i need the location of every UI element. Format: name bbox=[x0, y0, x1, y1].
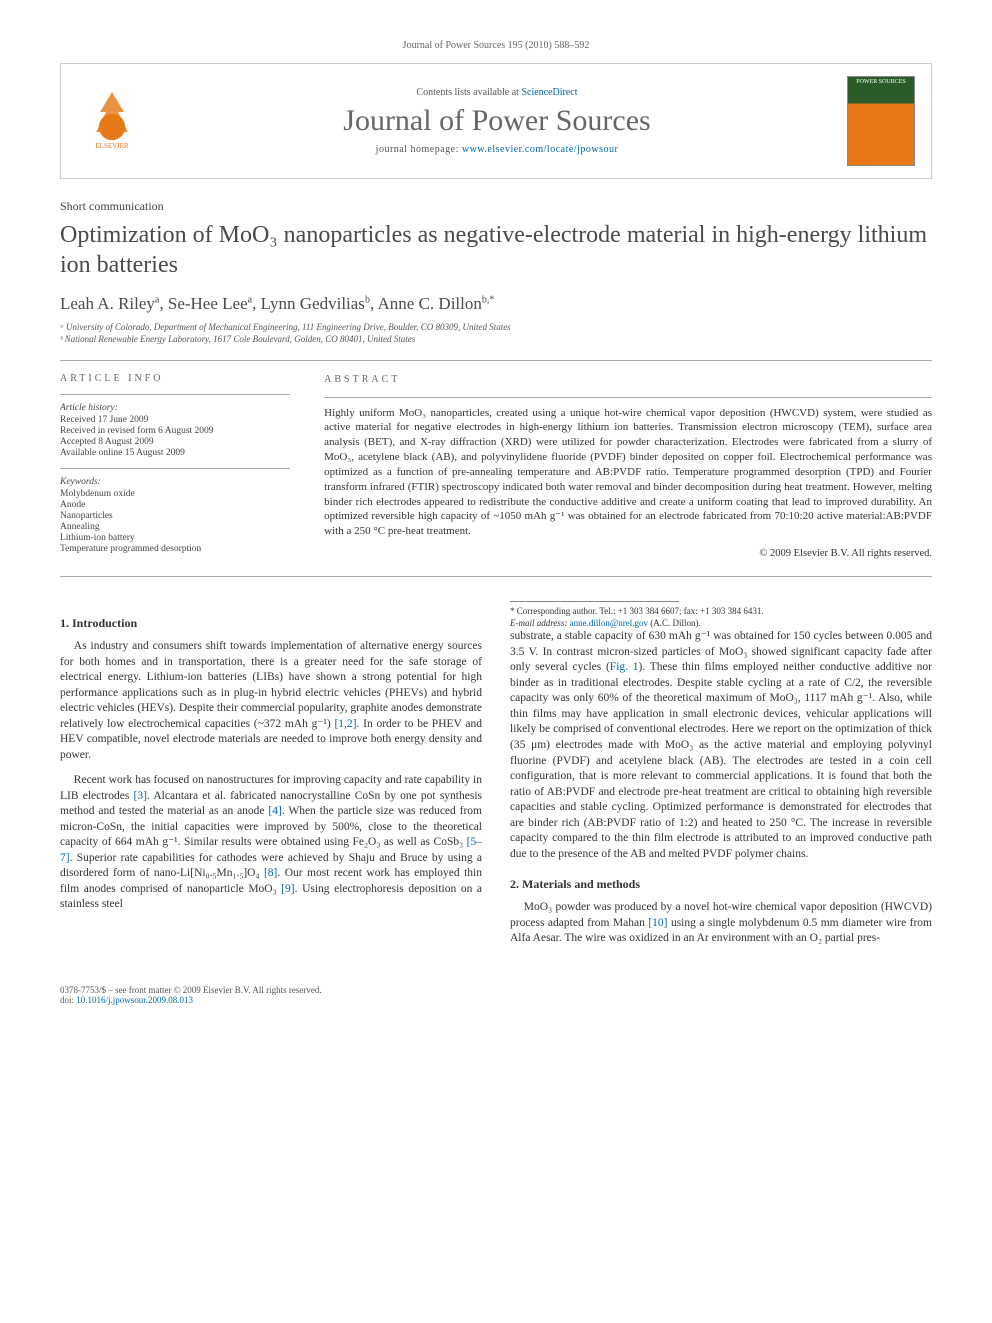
abstract-column: ABSTRACT Highly uniform MoO₃ nanoparticl… bbox=[304, 361, 932, 576]
running-head: Journal of Power Sources 195 (2010) 588–… bbox=[60, 40, 932, 51]
info-abstract-row: ARTICLE INFO Article history: Received 1… bbox=[60, 360, 932, 577]
email-link[interactable]: anne.dillon@nrel.gov bbox=[570, 618, 648, 628]
footnote-separator bbox=[510, 601, 679, 602]
footer-front-matter: 0378-7753/$ – see front matter © 2009 El… bbox=[60, 985, 932, 995]
journal-cover-thumb: POWER SOURCES bbox=[847, 76, 915, 166]
corresponding-footnote: * Corresponding author. Tel.: +1 303 384… bbox=[510, 606, 932, 629]
history-item: Accepted 8 August 2009 bbox=[60, 437, 290, 447]
article-type: Short communication bbox=[60, 199, 932, 214]
doi-link[interactable]: 10.1016/j.jpowsour.2009.08.013 bbox=[76, 995, 193, 1005]
footer-doi-line: doi: 10.1016/j.jpowsour.2009.08.013 bbox=[60, 995, 932, 1005]
abstract-copyright: © 2009 Elsevier B.V. All rights reserved… bbox=[324, 547, 932, 561]
history-header: Article history: bbox=[60, 403, 290, 413]
info-rule bbox=[60, 394, 290, 395]
cover-text: POWER SOURCES bbox=[850, 79, 912, 85]
authors: Leah A. Rileya, Se-Hee Leea, Lynn Gedvil… bbox=[60, 294, 932, 314]
homepage-link[interactable]: www.elsevier.com/locate/jpowsour bbox=[462, 144, 618, 155]
footnote-email-line: E-mail address: anne.dillon@nrel.gov (A.… bbox=[510, 618, 932, 630]
sciencedirect-link[interactable]: ScienceDirect bbox=[521, 87, 577, 98]
elsevier-label: ELSEVIER bbox=[95, 142, 128, 150]
footnote-corr: * Corresponding author. Tel.: +1 303 384… bbox=[510, 606, 932, 618]
page-container: Journal of Power Sources 195 (2010) 588–… bbox=[0, 0, 992, 1045]
abstract-label: ABSTRACT bbox=[324, 373, 932, 387]
intro-paragraph-continued: substrate, a stable capacity of 630 mAh … bbox=[510, 629, 932, 862]
section-heading-methods: 2. Materials and methods bbox=[510, 876, 932, 892]
header-center: Contents lists available at ScienceDirec… bbox=[163, 87, 831, 155]
methods-paragraph: MoO₃ powder was produced by a novel hot-… bbox=[510, 900, 932, 947]
homepage-line: journal homepage: www.elsevier.com/locat… bbox=[163, 144, 831, 155]
history-block: Article history: Received 17 June 2009 R… bbox=[60, 403, 290, 458]
intro-paragraph: Recent work has focused on nanostructure… bbox=[60, 773, 482, 913]
abstract-rule bbox=[324, 397, 932, 398]
doi-prefix: doi: bbox=[60, 995, 74, 1005]
affiliations: ᵃ University of Colorado, Department of … bbox=[60, 322, 932, 344]
section-heading-intro: 1. Introduction bbox=[60, 615, 482, 631]
abstract-text: Highly uniform MoO₃ nanoparticles, creat… bbox=[324, 406, 932, 540]
contents-line: Contents lists available at ScienceDirec… bbox=[163, 87, 831, 98]
page-footer: 0378-7753/$ – see front matter © 2009 El… bbox=[60, 985, 932, 1005]
intro-paragraph: As industry and consumers shift towards … bbox=[60, 639, 482, 763]
contents-prefix: Contents lists available at bbox=[416, 87, 521, 98]
affiliation-a: ᵃ University of Colorado, Department of … bbox=[60, 322, 932, 332]
keywords-block: Keywords: Molybdenum oxide Anode Nanopar… bbox=[60, 477, 290, 554]
article-title: Optimization of MoO₃ nanoparticles as ne… bbox=[60, 220, 932, 280]
email-label: E-mail address: bbox=[510, 618, 570, 628]
history-item: Received in revised form 6 August 2009 bbox=[60, 426, 290, 436]
keyword: Molybdenum oxide bbox=[60, 489, 290, 499]
body-two-column: 1. Introduction As industry and consumer… bbox=[60, 601, 932, 965]
info-rule bbox=[60, 468, 290, 469]
article-info-label: ARTICLE INFO bbox=[60, 373, 290, 384]
keyword: Anode bbox=[60, 500, 290, 510]
elsevier-logo: ELSEVIER bbox=[77, 81, 147, 161]
email-suffix: (A.C. Dillon). bbox=[650, 618, 701, 628]
elsevier-tree-icon bbox=[87, 92, 137, 142]
history-item: Received 17 June 2009 bbox=[60, 415, 290, 425]
keyword: Annealing bbox=[60, 522, 290, 532]
homepage-prefix: journal homepage: bbox=[376, 144, 462, 155]
history-item: Available online 15 August 2009 bbox=[60, 448, 290, 458]
keyword: Nanoparticles bbox=[60, 511, 290, 521]
keyword: Lithium-ion battery bbox=[60, 533, 290, 543]
keywords-header: Keywords: bbox=[60, 477, 290, 487]
article-info-column: ARTICLE INFO Article history: Received 1… bbox=[60, 361, 304, 576]
journal-header-box: ELSEVIER Contents lists available at Sci… bbox=[60, 63, 932, 179]
journal-name: Journal of Power Sources bbox=[163, 104, 831, 138]
affiliation-b: ᵇ National Renewable Energy Laboratory, … bbox=[60, 334, 932, 344]
keyword: Temperature programmed desorption bbox=[60, 544, 290, 554]
